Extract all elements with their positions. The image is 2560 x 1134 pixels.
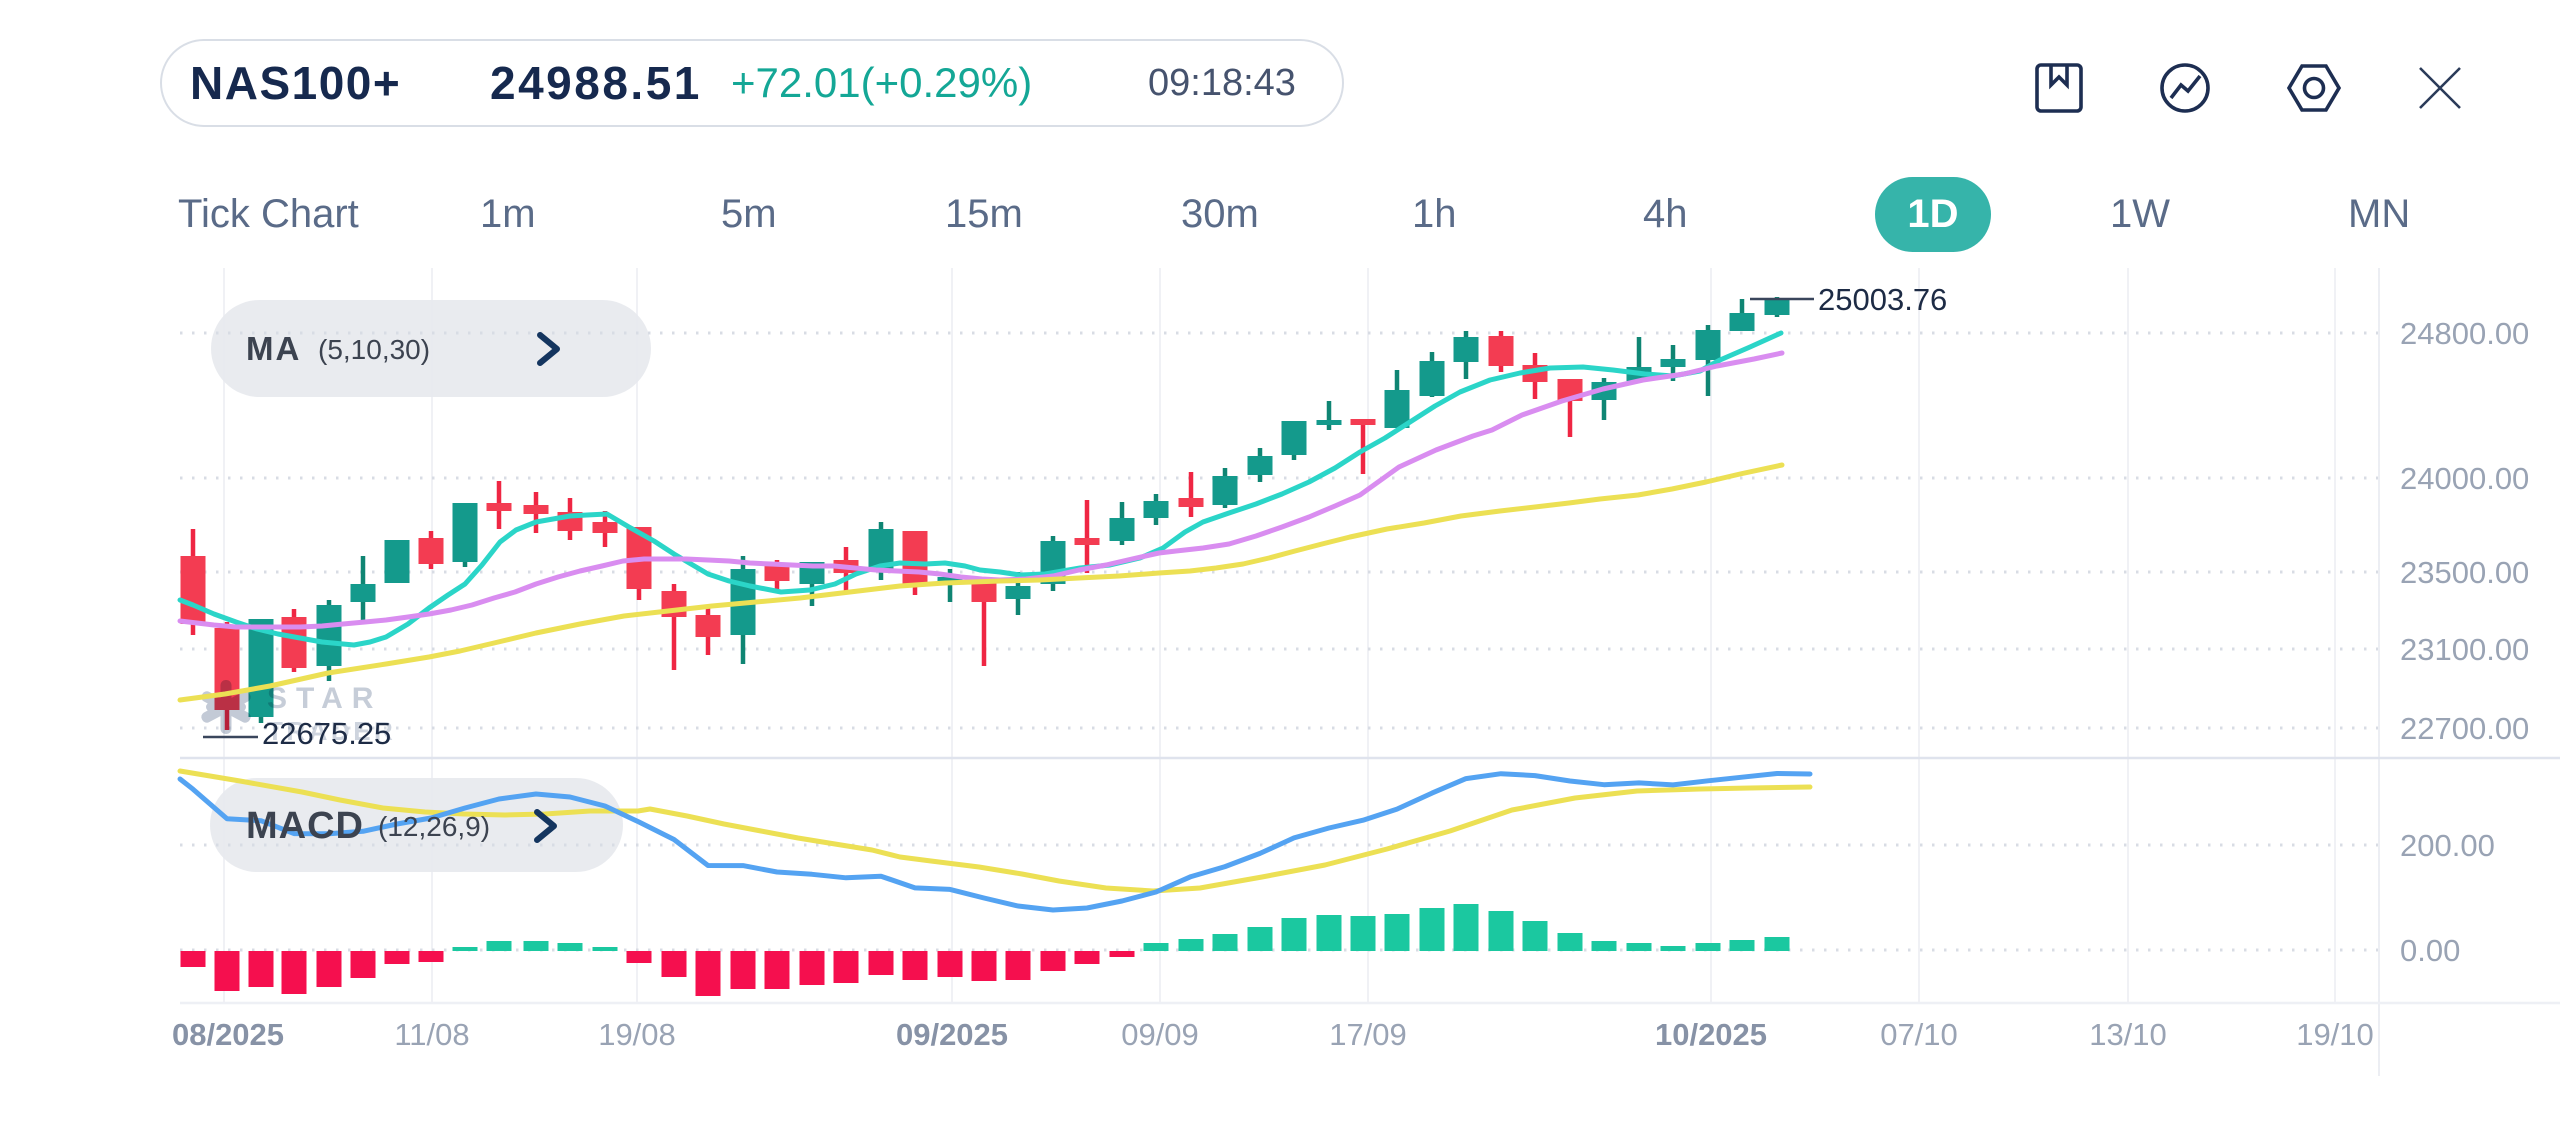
- svg-text:09/2025: 09/2025: [896, 1017, 1008, 1052]
- svg-text:24000.00: 24000.00: [2400, 461, 2529, 496]
- svg-text:25003.76: 25003.76: [1818, 282, 1947, 317]
- svg-text:22700.00: 22700.00: [2400, 711, 2529, 746]
- svg-text:09/09: 09/09: [1121, 1017, 1199, 1052]
- svg-text:TRADER: TRADER: [267, 716, 396, 746]
- svg-text:200.00: 200.00: [2400, 828, 2495, 863]
- svg-text:(12,26,9): (12,26,9): [378, 811, 490, 842]
- svg-text:MA: MA: [246, 330, 301, 367]
- svg-text:STAR: STAR: [267, 682, 382, 715]
- svg-text:11/08: 11/08: [394, 1017, 469, 1052]
- svg-text:(5,10,30): (5,10,30): [318, 334, 430, 365]
- svg-text:13/10: 13/10: [2089, 1017, 2167, 1052]
- svg-text:10/2025: 10/2025: [1655, 1017, 1767, 1052]
- svg-text:22675.25: 22675.25: [262, 716, 391, 751]
- svg-text:MACD: MACD: [246, 805, 364, 847]
- svg-text:23500.00: 23500.00: [2400, 555, 2529, 590]
- svg-text:24800.00: 24800.00: [2400, 316, 2529, 351]
- svg-text:0.00: 0.00: [2400, 933, 2460, 968]
- svg-text:19/08: 19/08: [598, 1017, 676, 1052]
- svg-text:17/09: 17/09: [1329, 1017, 1407, 1052]
- svg-text:07/10: 07/10: [1880, 1017, 1958, 1052]
- svg-text:19/10: 19/10: [2296, 1017, 2374, 1052]
- svg-text:23100.00: 23100.00: [2400, 632, 2529, 667]
- svg-text:08/2025: 08/2025: [172, 1017, 284, 1052]
